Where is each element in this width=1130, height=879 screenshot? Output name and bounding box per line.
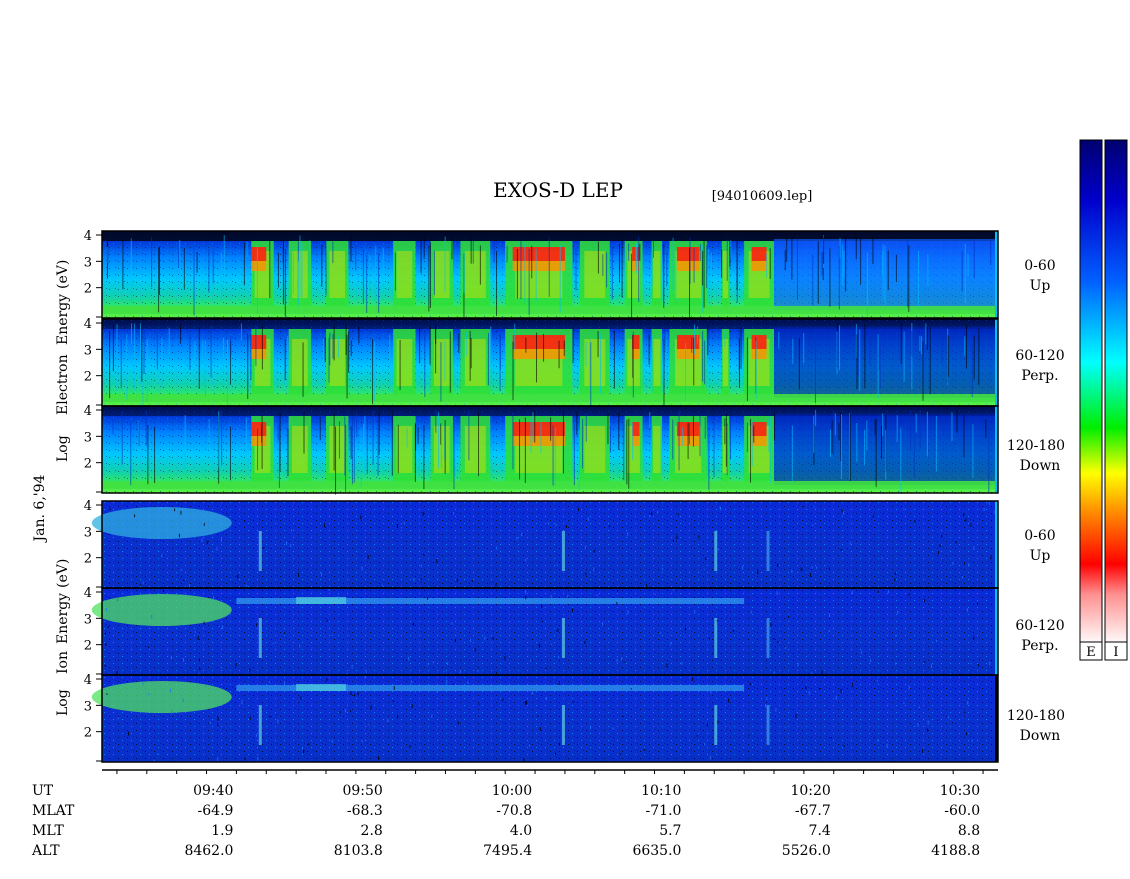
- footer-label-mlt: MLT: [32, 823, 64, 839]
- y-tick-label: 3: [84, 255, 92, 270]
- footer-alt-value: 7495.4: [483, 843, 532, 859]
- electron-ylabel-energy: Energy: [55, 294, 71, 345]
- y-tick-label: 2: [84, 726, 92, 741]
- electron-spectrogram-group: [102, 231, 999, 495]
- panel-labels: 0-60 Up 60-120 Perp. 120-180 Down 0-60 U…: [1007, 258, 1065, 744]
- footer-mlt-value: 7.4: [809, 823, 831, 839]
- footer-ut-value: 10:00: [492, 783, 532, 799]
- footer-label-mlat: MLAT: [32, 803, 75, 819]
- ion-spectrogram-group: [91, 501, 998, 763]
- footer-ut-value: 09:40: [193, 783, 233, 799]
- file-label: [94010609.lep]: [712, 189, 813, 204]
- y-tick-label: 3: [84, 699, 92, 714]
- y-tick-label: 3: [84, 430, 92, 445]
- footer-label-ut: UT: [32, 783, 54, 799]
- date-label: Jan. 6,'94: [32, 474, 48, 543]
- electron-ylabel-electron: Electron: [55, 354, 71, 415]
- footer-mlt-value: 2.8: [361, 823, 383, 839]
- e-panel-angle-1: 0-60: [1024, 258, 1055, 274]
- electron-panel-3: [102, 406, 999, 495]
- y-tick-label: 4: [84, 499, 92, 514]
- footer-mlat-value: -71.0: [646, 803, 682, 819]
- footer-label-alt: ALT: [31, 843, 60, 859]
- y-tick-label: 2: [84, 282, 92, 297]
- ion-colorbar-label: I: [1113, 645, 1118, 660]
- y-tick-label: 4: [84, 673, 92, 688]
- axes-layer: 4 3 2 4 3 2 4 3 2 4 3 2 4 3 2 4 3 2: [84, 229, 999, 774]
- y-tick-label: 2: [84, 639, 92, 654]
- footer-alt-value: 4188.8: [931, 843, 980, 859]
- y-tick-label: 4: [84, 317, 92, 332]
- electron-panel-1: [102, 231, 998, 323]
- y-tick-label: 3: [84, 525, 92, 540]
- footer-mlt-value: 8.8: [958, 823, 980, 839]
- ion-panel-3: [91, 675, 998, 763]
- electron-ylabel-log: Log: [55, 435, 71, 462]
- y-tick-label: 2: [84, 457, 92, 472]
- e-panel-dir-2: Perp.: [1021, 368, 1058, 384]
- electron-colorbar: [1079, 139, 1103, 646]
- ion-ylabel-unit: (eV): [55, 559, 71, 588]
- footer-alt-value: 5526.0: [782, 843, 831, 859]
- i-panel-angle-2: 60-120: [1015, 618, 1064, 634]
- ion-colorbar: [1104, 139, 1128, 646]
- ion-ylabel: Log Ion Energy (eV): [55, 559, 71, 716]
- electron-colorbar-label-box: [1079, 641, 1103, 661]
- e-panel-dir-3: Down: [1020, 458, 1061, 474]
- i-panel-angle-1: 0-60: [1024, 528, 1055, 544]
- panel-frame: [101, 230, 999, 319]
- electron-ylabel: Log Electron Energy (eV): [55, 260, 71, 462]
- footer-mlat-value: -70.8: [496, 803, 532, 819]
- i-panel-angle-3: 120-180: [1007, 708, 1065, 724]
- colorbars: E I: [1079, 139, 1128, 661]
- footer-mlat-value: -67.7: [795, 803, 831, 819]
- footer-mlt-value: 4.0: [510, 823, 532, 839]
- ion-panel-1: [91, 501, 998, 589]
- footer-mlat-value: -60.0: [944, 803, 980, 819]
- footer-alt-value: 8103.8: [334, 843, 383, 859]
- footer-ut-value: 10:10: [641, 783, 681, 799]
- e-panel-angle-2: 60-120: [1015, 348, 1064, 364]
- footer-mlat-value: -64.9: [198, 803, 234, 819]
- electron-panel-2: [102, 319, 998, 411]
- i-panel-dir-2: Perp.: [1021, 638, 1058, 654]
- y-tick-label: 2: [84, 552, 92, 567]
- footer-ut-value: 10:20: [790, 783, 830, 799]
- footer-mlt-value: 1.9: [211, 823, 233, 839]
- footer-mlat-value: -68.3: [347, 803, 383, 819]
- ion-panel-2: [91, 588, 998, 676]
- footer-mlt-value: 5.7: [659, 823, 681, 839]
- y-tick-label: 4: [84, 404, 92, 419]
- date-label-group: Jan. 6,'94: [32, 474, 48, 543]
- y-tick-label: 4: [84, 229, 92, 244]
- ion-ylabel-ion: Ion: [55, 651, 71, 674]
- footer-ut-value: 09:50: [342, 783, 382, 799]
- ion-colorbar-label-box: [1104, 641, 1128, 661]
- panel-frame: [101, 405, 999, 494]
- y-tick-label: 3: [84, 612, 92, 627]
- footer-table: UT MLAT MLT ALT 09:40 -64.9 1.9 8462.0 09:50…: [31, 783, 980, 859]
- footer-alt-value: 6635.0: [632, 843, 681, 859]
- i-panel-dir-3: Down: [1020, 728, 1061, 744]
- electron-ylabel-unit: (eV): [55, 260, 71, 289]
- y-tick-label: 4: [84, 586, 92, 601]
- panel-frame: [101, 674, 999, 763]
- e-panel-dir-1: Up: [1030, 278, 1051, 294]
- electron-colorbar-label: E: [1086, 645, 1096, 660]
- i-panel-dir-1: Up: [1030, 548, 1051, 564]
- e-panel-angle-3: 120-180: [1007, 438, 1065, 454]
- footer-alt-value: 8462.0: [184, 843, 233, 859]
- chart-title: EXOS-D LEP: [493, 178, 623, 202]
- ion-ylabel-log: Log: [55, 689, 71, 716]
- footer-ut-value: 10:30: [940, 783, 980, 799]
- ion-ylabel-energy: Energy: [55, 593, 71, 644]
- y-tick-label: 2: [84, 370, 92, 385]
- y-tick-label: 3: [84, 343, 92, 358]
